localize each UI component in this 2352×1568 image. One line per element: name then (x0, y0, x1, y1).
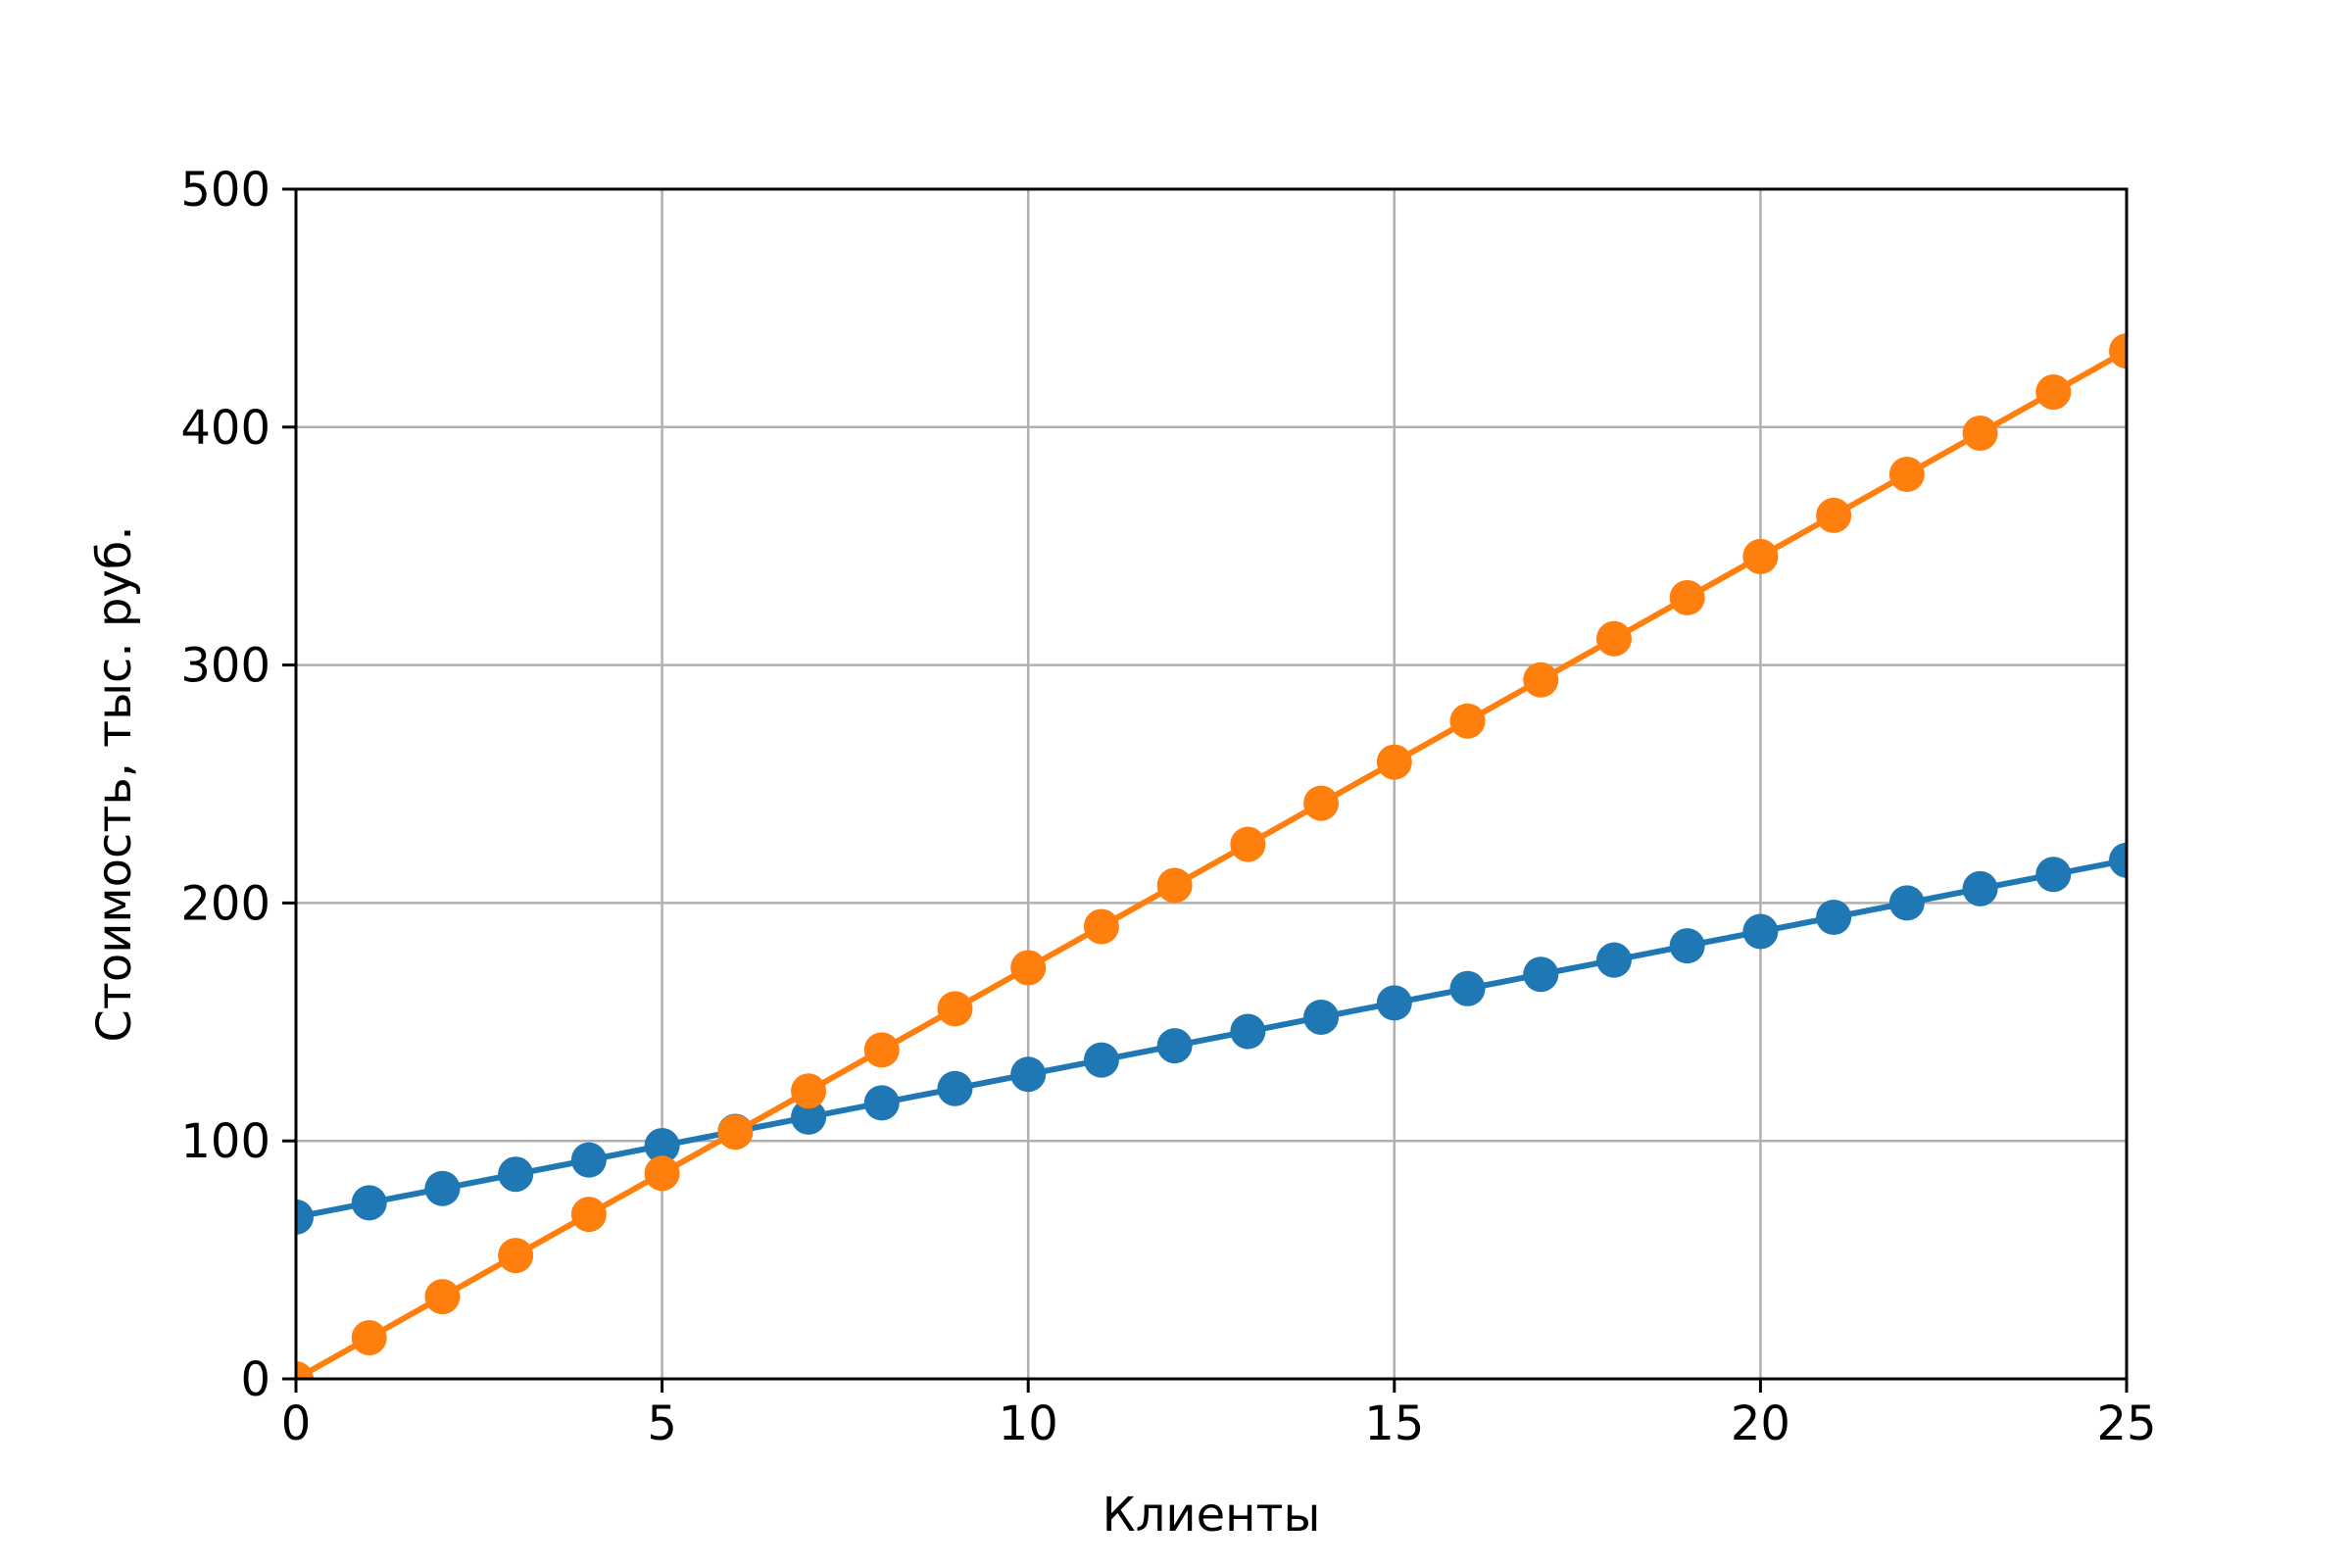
x-axis-label: Клиенты (1102, 1488, 1321, 1543)
series-0 (296, 842, 2127, 1235)
data-point (1156, 867, 1193, 904)
data-point (1595, 620, 1632, 657)
y-tick-label: 100 (180, 1114, 270, 1169)
data-point (498, 1238, 534, 1274)
data-point (296, 1199, 314, 1235)
data-point (570, 1142, 607, 1178)
data-point (1595, 942, 1632, 978)
data-point (1742, 913, 1779, 950)
data-point (1523, 956, 1559, 993)
data-point (1669, 579, 1705, 615)
data-point (1816, 899, 1852, 935)
y-tick-label: 200 (180, 876, 270, 931)
series-line (296, 857, 2127, 1220)
data-point (351, 1320, 387, 1356)
x-tick-label: 25 (2096, 1396, 2156, 1451)
data-point (296, 1361, 314, 1379)
data-point (1156, 1028, 1193, 1064)
y-tick-label: 400 (180, 401, 270, 456)
x-tick-label: 0 (281, 1396, 312, 1451)
y-tick-label: 500 (180, 163, 270, 218)
data-point (1230, 826, 1266, 862)
y-tick-label: 300 (180, 639, 270, 694)
data-point (1376, 985, 1412, 1021)
data-point (1010, 950, 1047, 986)
x-tick-label: 20 (1731, 1396, 1790, 1451)
series-line (296, 348, 2127, 1379)
y-axis-label: Стоимость, тыс. руб. (87, 525, 142, 1042)
data-point (1742, 538, 1779, 574)
x-tick-label: 15 (1364, 1396, 1424, 1451)
series-1 (296, 333, 2127, 1379)
y-tick-label: 0 (240, 1352, 270, 1407)
data-point (1376, 744, 1412, 780)
data-point (570, 1197, 607, 1233)
data-point (1523, 662, 1559, 698)
data-point (791, 1073, 827, 1109)
data-point (1449, 970, 1486, 1006)
data-point (1230, 1013, 1266, 1050)
series-layer (296, 333, 2127, 1379)
plot-frame (294, 187, 2129, 1381)
data-point (937, 991, 973, 1027)
data-point (2035, 857, 2072, 893)
grid-lines (294, 187, 2129, 1381)
axis-ticks: 0 5 10 15 20 25 0 100 200 300 400 500 (180, 163, 2156, 1451)
data-point (717, 1114, 754, 1151)
data-point (2109, 333, 2127, 369)
data-point (351, 1185, 387, 1221)
data-point (1083, 1042, 1119, 1078)
data-point (863, 1032, 900, 1068)
data-point (863, 1085, 900, 1121)
data-point (1669, 928, 1705, 964)
data-point (2035, 374, 2072, 411)
x-tick-label: 10 (999, 1396, 1058, 1451)
data-point (1010, 1056, 1047, 1093)
data-point (1303, 785, 1340, 821)
data-point (1962, 870, 1998, 906)
data-point (424, 1279, 461, 1315)
data-point (937, 1070, 973, 1106)
data-point (1888, 456, 1925, 492)
data-point (644, 1155, 680, 1192)
data-point (1303, 999, 1340, 1035)
data-point (644, 1128, 680, 1164)
data-point (424, 1170, 461, 1206)
data-point (1888, 885, 1925, 921)
data-point (1816, 497, 1852, 533)
data-point (791, 1099, 827, 1135)
data-point (2109, 842, 2127, 878)
data-point (498, 1156, 534, 1193)
data-point (1962, 416, 1998, 452)
x-tick-label: 5 (647, 1396, 677, 1451)
data-point (1449, 703, 1486, 739)
data-point (1083, 908, 1119, 945)
